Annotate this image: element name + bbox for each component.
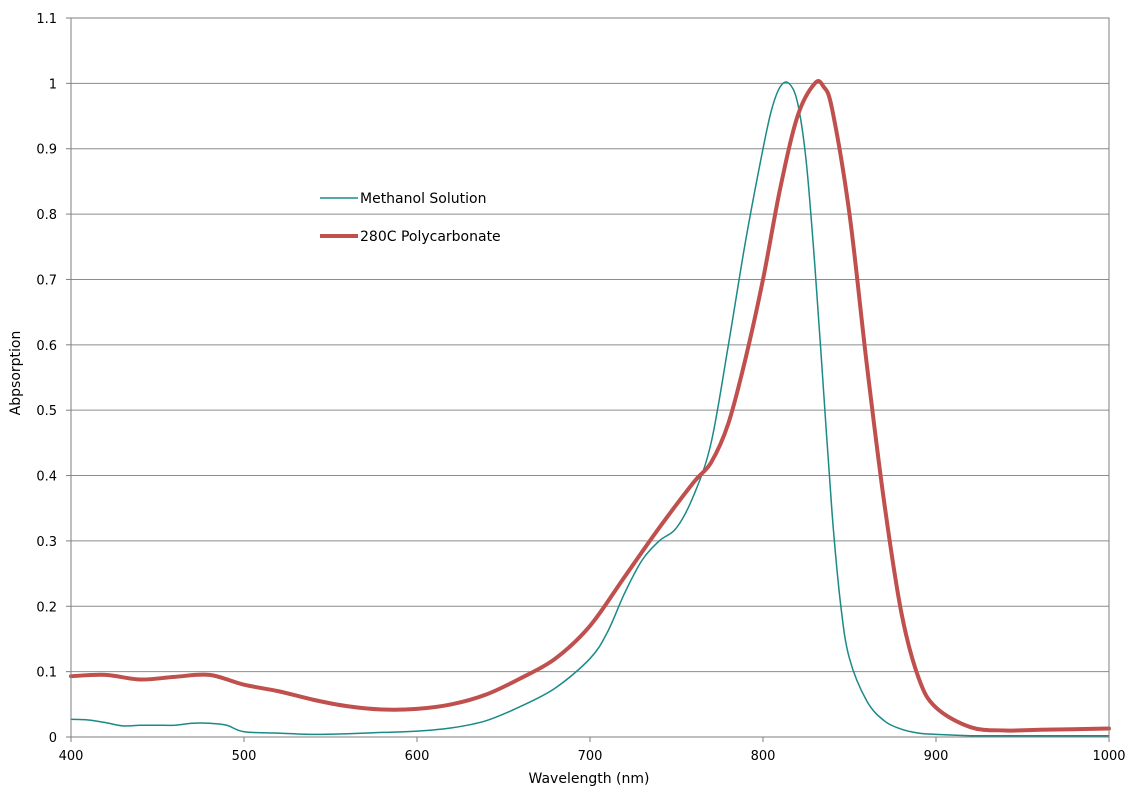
y-tick-label: 0.4 (36, 470, 57, 485)
series-line-methanol-solution (70, 81, 1110, 737)
y-tick-label: 0.3 (36, 535, 57, 550)
x-tick-label: 1000 (1092, 749, 1125, 764)
y-tick-label: 0.7 (36, 273, 57, 288)
legend-label-methanol: Methanol Solution (360, 191, 486, 207)
x-tick-label: 800 (751, 749, 776, 764)
y-tick-label: 0.6 (36, 339, 57, 354)
series-line-280c-polycarbonate (69, 79, 1111, 733)
series-layer (69, 79, 1111, 737)
x-tick-label: 400 (59, 749, 84, 764)
y-tick-label: 1 (49, 77, 57, 92)
y-tick-label: 1.1 (36, 12, 57, 27)
legend: Methanol Solution 280C Polycarbonate (320, 191, 501, 245)
gridlines (71, 82, 1109, 673)
legend-label-polycarbonate: 280C Polycarbonate (360, 229, 501, 245)
y-tick-label: 0 (49, 731, 57, 746)
y-tick-label: 0.2 (36, 600, 57, 615)
x-tick-label: 500 (232, 749, 257, 764)
x-axis-title: Wavelength (nm) (529, 771, 650, 787)
y-tick-label: 0.8 (36, 208, 57, 223)
y-tick-label: 0.1 (36, 666, 57, 681)
x-axis-ticks: 400 500 600 700 800 900 1000 (59, 737, 1126, 764)
y-tick-label: 0.5 (36, 404, 57, 419)
plot-frame (70, 17, 1110, 738)
y-tick-label: 0.9 (36, 143, 57, 158)
y-axis-title: Abpsorption (8, 331, 24, 416)
y-axis-ticks: 0 0.1 0.2 0.3 0.4 0.5 0.6 0.7 0.8 0.9 1 1.1 (36, 12, 71, 746)
x-tick-label: 700 (578, 749, 603, 764)
x-tick-label: 900 (924, 749, 949, 764)
x-tick-label: 600 (405, 749, 430, 764)
